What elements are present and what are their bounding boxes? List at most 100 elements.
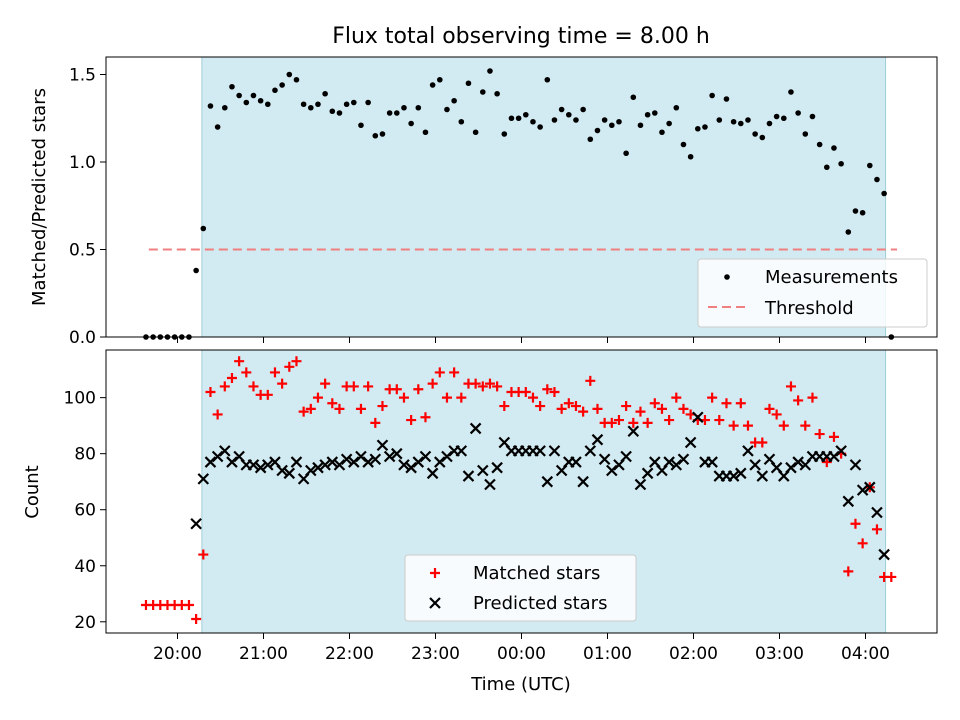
- predicted-star-point: [197, 473, 210, 485]
- top-y-tick-label: 1.0: [69, 153, 96, 173]
- matched-star-point: [678, 403, 689, 414]
- measurement-point: [308, 104, 314, 111]
- legend-label-threshold: Threshold: [764, 298, 854, 319]
- predicted-star-point: [326, 456, 339, 468]
- measurement-point: [816, 141, 823, 148]
- measurement-point: [544, 76, 551, 83]
- predicted-star-point: [491, 461, 503, 474]
- matched-star-point: [800, 420, 811, 431]
- predicted-star-point: [369, 453, 382, 466]
- predicted-star-point: [727, 470, 740, 482]
- matched-star-point: [320, 378, 331, 389]
- measurement-point: [408, 120, 414, 127]
- matched-star-point: [714, 415, 725, 426]
- matched-star-point: [234, 356, 245, 367]
- measurement-point: [881, 190, 887, 197]
- matched-star-point: [370, 417, 381, 428]
- measurement-point: [222, 104, 228, 111]
- predicted-star-point: [756, 470, 769, 482]
- measurement-point: [272, 87, 278, 94]
- measurement-point: [480, 89, 486, 95]
- bottom-x-tick-label: 00:00: [497, 644, 546, 664]
- top-y-tick-label: 0.5: [69, 241, 96, 261]
- measurement-point: [802, 131, 809, 137]
- matched-star-point: [520, 387, 531, 398]
- predicted-star-point: [419, 450, 432, 463]
- legend-label-measurements: Measurements: [765, 267, 898, 288]
- matched-star-point: [226, 373, 237, 384]
- predicted-star-point: [462, 470, 475, 482]
- matched-star-point: [277, 378, 288, 389]
- predicted-star-point: [670, 459, 683, 471]
- bottom-x-tick-label: 23:00: [411, 644, 460, 664]
- bottom-y-tick-label: 60: [74, 501, 96, 521]
- measurement-point: [257, 97, 264, 104]
- measurement-point: [293, 76, 300, 83]
- predicted-star-point: [333, 459, 346, 471]
- predicted-star-point: [864, 481, 876, 494]
- measurement-point: [766, 120, 773, 127]
- measurement-point: [207, 103, 214, 109]
- predicted-star-point: [391, 447, 403, 460]
- matched-star-point: [642, 417, 653, 428]
- predicted-star-point: [376, 439, 389, 452]
- bottom-panel: 20 40 60 80 100 20:00 21:00 22:00 23:00 00:00 01:0…: [64, 349, 938, 664]
- measurement-point: [838, 160, 844, 167]
- predicted-star-point: [355, 450, 367, 463]
- predicted-star-point: [405, 461, 417, 474]
- bottom-y-tick-label: 100: [64, 389, 96, 409]
- measurement-point: [558, 106, 565, 113]
- predicted-star-point: [620, 450, 632, 463]
- measurement-point: [781, 115, 787, 122]
- predicted-star-point: [398, 459, 410, 471]
- matched-star-point: [671, 392, 682, 403]
- matched-star-point: [191, 613, 202, 624]
- matched-star-point: [664, 415, 675, 426]
- predicted-star-point: [627, 425, 640, 438]
- measurement-point: [859, 209, 866, 216]
- predicted-star-point: [606, 464, 618, 477]
- predicted-star-point: [484, 478, 496, 491]
- matched-star-point: [828, 431, 839, 442]
- predicted-star-point: [742, 445, 754, 457]
- measurement-point: [537, 124, 543, 130]
- predicted-star-point: [219, 445, 231, 457]
- legend-marker-predicted: [429, 597, 441, 609]
- measurement-point: [444, 106, 450, 113]
- measurement-point: [265, 101, 271, 108]
- matched-star-point: [728, 420, 739, 431]
- measurement-point: [437, 76, 443, 83]
- predicted-star-point: [383, 450, 396, 463]
- measurement-point: [716, 117, 723, 123]
- predicted-star-point: [204, 456, 217, 468]
- measurement-point: [623, 150, 629, 157]
- measurement-point: [867, 162, 873, 169]
- predicted-star-point: [319, 459, 331, 471]
- matched-star-point: [649, 398, 660, 409]
- measurement-point: [702, 124, 708, 130]
- predicted-star-point: [534, 445, 546, 457]
- predicted-star-point: [455, 445, 468, 457]
- top-axes-frame: [105, 56, 938, 338]
- matched-star-point: [312, 392, 323, 403]
- predicted-star-point: [706, 456, 718, 468]
- predicted-star-point: [305, 464, 317, 477]
- predicted-star-point: [441, 450, 453, 463]
- measurement-point: [730, 118, 737, 125]
- matched-star-point: [391, 384, 402, 395]
- matched-star-point: [406, 415, 417, 426]
- matched-star-point: [886, 571, 897, 582]
- matched-star-point: [298, 406, 309, 417]
- matched-star-point: [807, 392, 818, 403]
- measurement-point: [852, 208, 859, 214]
- matched-star-point: [212, 409, 223, 420]
- matched-star-point: [327, 398, 338, 409]
- predicted-star-point: [735, 467, 747, 480]
- measurement-point: [236, 92, 242, 99]
- predicted-star-point: [283, 467, 296, 480]
- matched-star-point: [334, 403, 345, 414]
- measurement-point: [200, 225, 207, 232]
- measurement-point: [193, 267, 199, 274]
- top-panel: 0.0 0.5 1.0 1.5 Measurements Threshold: [69, 56, 938, 348]
- measurement-point: [472, 129, 479, 136]
